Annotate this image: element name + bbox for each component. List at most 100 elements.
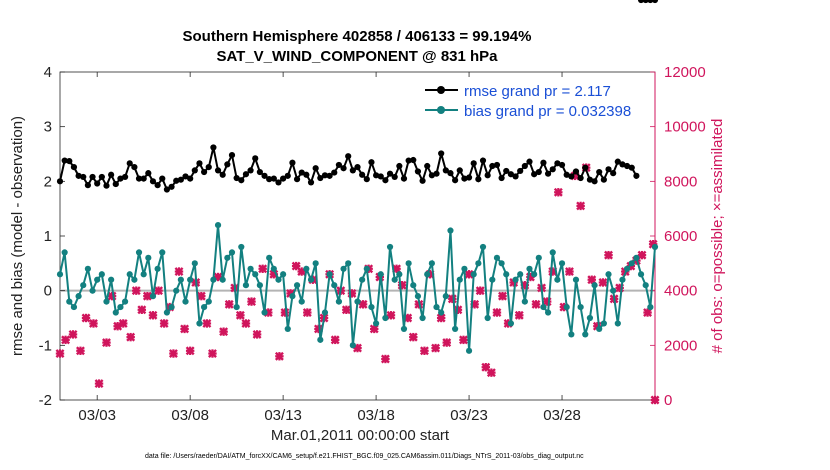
obs-count-point [154,286,163,296]
rmse-point [335,161,343,169]
bias-point [108,276,115,283]
bias-point [117,303,124,311]
rmse-point [507,171,514,178]
rmse-point [521,162,528,170]
legend-box [420,78,648,120]
rmse-point [61,157,68,164]
bias-point [103,298,110,305]
rmse-point [307,179,315,186]
bias-point [363,265,370,272]
obs-count-point [380,354,390,364]
obs-count-point [102,338,111,348]
rmse-point [433,170,440,177]
obs-count-point [353,343,362,353]
y-right-tick-label: 2000 [664,337,697,354]
bias-point [182,298,189,305]
rmse-point [531,171,538,178]
rmse-point [321,172,329,179]
rmse-point [177,176,184,183]
obs-count-point [174,267,184,276]
rmse-point [461,175,468,182]
bias-point [428,260,435,267]
rmse-point [238,177,245,184]
rmse-point [349,167,356,174]
bias-point [312,260,319,267]
rmse-point [637,0,645,4]
bias-point [293,282,301,289]
obs-count-point [137,305,147,315]
rmse-point [647,0,654,4]
rmse-point [400,175,408,182]
obs-count-point [419,346,429,356]
bias-point [396,271,403,278]
rmse-point [372,172,380,179]
bias-point [70,303,78,311]
bias-point [424,271,431,278]
bias-point [419,314,426,322]
bias-point [275,276,282,283]
rmse-point [284,172,291,179]
rmse-point [196,160,203,167]
rmse-point [558,161,566,169]
bias-point [498,260,505,267]
bias-point [335,298,343,305]
rmse-point [442,167,449,174]
rmse-point [210,144,217,151]
rmse-point [201,168,208,176]
chart-title-line-1: Southern Hemisphere 402858 / 406133 = 99… [183,28,532,45]
obs-count-point [252,329,262,339]
rmse-point [475,176,482,183]
bias-point [484,314,491,322]
rmse-point [112,180,119,188]
bias-series [56,221,659,354]
rmse-point [447,170,454,177]
rmse-point [591,178,598,185]
bias-point [521,298,528,305]
bias-point [349,342,356,349]
bias-point [568,331,575,338]
rmse-point [577,174,584,182]
bias-point [266,254,273,261]
rmse-point [651,0,659,4]
bias-point [238,243,245,251]
rmse-point [345,153,352,160]
rmse-point [266,176,273,183]
rmse-point [535,168,542,176]
bias-point [642,282,649,289]
x-tick-label: 03/28 [543,407,581,424]
rmse-point [465,174,473,181]
bias-point [149,293,157,300]
x-tick-label: 03/03 [78,407,116,424]
obs-count-point [180,324,190,334]
bias-point [126,271,133,278]
bias-point [145,254,152,261]
obs-count-point [55,349,65,358]
bias-point [386,243,394,251]
obs-count-point [369,324,379,334]
bias-point [219,276,226,283]
rmse-point [628,164,635,171]
rmse-point [493,161,501,169]
bias-point [284,325,291,333]
obs-count-point [258,264,268,274]
rmse-point [187,175,194,182]
y-tick-label: 2 [44,173,52,190]
bias-point [214,221,222,229]
rmse-point [610,170,617,177]
rmse-point [377,173,384,180]
bias-point [112,309,119,316]
rmse-point [233,174,240,182]
rmse-point [424,162,431,170]
bias-point [465,347,473,354]
rmse-point [368,159,375,166]
bias-point [605,271,612,278]
bias-point [610,287,617,294]
rmse-point [131,164,138,171]
bias-point [303,265,310,272]
bias-point [135,249,143,256]
bias-point [447,227,454,234]
bias-point [298,298,305,305]
bias-point [493,254,501,261]
bias-point [242,282,250,289]
bias-point [56,271,64,278]
